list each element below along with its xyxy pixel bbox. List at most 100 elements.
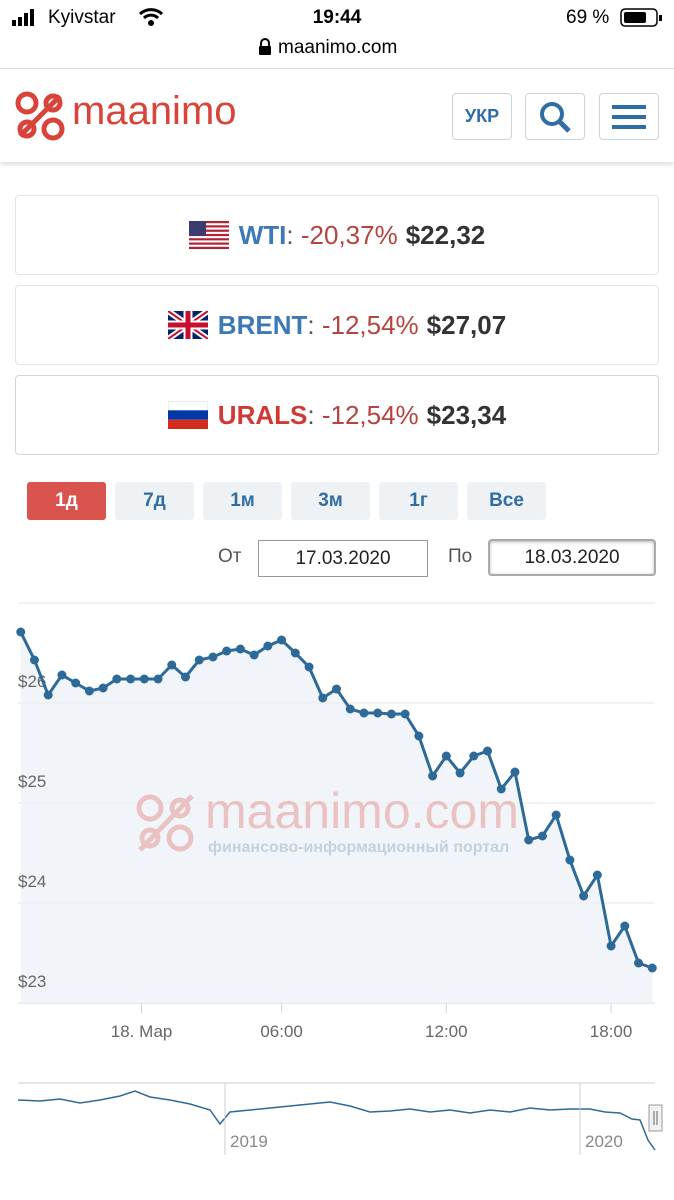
data-point: [222, 646, 232, 656]
url[interactable]: maanimo.com: [278, 37, 398, 58]
price-card[interactable]: WTI: -20,37% $22,32: [15, 195, 659, 275]
battery-text: 69 %: [566, 7, 610, 28]
x-tick-label: 06:00: [260, 1022, 303, 1041]
data-point: [537, 831, 547, 841]
data-point: [84, 686, 94, 696]
oil-name: BRENT: [217, 309, 308, 340]
data-point: [235, 644, 245, 654]
watermark-tagline: финансово-информационный портал: [208, 839, 509, 856]
flag-ru: [167, 401, 208, 429]
clock: 19:44: [312, 7, 362, 28]
range-button-active[interactable]: 1д: [27, 482, 106, 520]
separator: :: [307, 309, 315, 340]
navigator: [18, 1083, 655, 1155]
data-point: [647, 963, 657, 973]
data-point: [345, 704, 355, 714]
range-button[interactable]: Все: [467, 482, 546, 520]
y-tick-label: $25: [18, 772, 46, 791]
to-input[interactable]: 18.03.2020: [488, 539, 656, 576]
x-tick-label: 12:00: [425, 1022, 468, 1041]
range-button[interactable]: 3м: [291, 482, 370, 520]
from-input[interactable]: 17.03.2020: [258, 540, 428, 577]
data-point: [428, 771, 438, 781]
lock-icon: [259, 38, 271, 55]
oil-change: -12,54%: [321, 399, 419, 430]
menu-icon: [612, 104, 646, 129]
data-point: [126, 674, 136, 684]
flag-us: [188, 221, 229, 249]
data-point: [180, 672, 190, 682]
data-point: [359, 708, 369, 718]
navigator-handle[interactable]: [648, 1104, 663, 1132]
data-point: [16, 627, 26, 637]
flag-uk: [167, 311, 208, 339]
range-button[interactable]: 1м: [203, 482, 282, 520]
data-point: [414, 731, 424, 741]
price-card[interactable]: BRENT: -12,54% $27,07: [15, 285, 659, 365]
navigator-label: 2020: [585, 1132, 623, 1151]
data-point: [606, 941, 616, 951]
data-point: [304, 662, 314, 672]
area: [20, 632, 653, 1003]
oil-change: -12,54%: [321, 309, 419, 340]
data-point: [112, 674, 122, 684]
data-point: [469, 751, 479, 761]
data-point: [263, 641, 273, 651]
data-point: [194, 655, 204, 665]
data-point: [167, 660, 177, 670]
signal-icon: [12, 9, 34, 26]
navigator-line: [17, 1090, 656, 1151]
data-point: [98, 683, 108, 693]
data-point: [386, 709, 396, 719]
data-point: [592, 870, 602, 880]
data-point: [290, 648, 300, 658]
data-point: [332, 684, 341, 694]
lang-button[interactable]: УКР: [452, 93, 512, 140]
data-point: [524, 835, 534, 845]
y-tick-label: $26: [18, 672, 46, 691]
search-button[interactable]: [525, 93, 585, 140]
logo-icon[interactable]: [14, 90, 66, 142]
data-point: [441, 751, 451, 761]
x-tick-label: 18. Мар: [111, 1022, 173, 1041]
data-point: [139, 674, 149, 684]
range-button[interactable]: 7д: [115, 482, 194, 520]
price-card[interactable]: URALS: -12,54% $23,34: [15, 375, 659, 455]
data-point: [455, 768, 465, 778]
to-label: По: [448, 546, 473, 567]
y-tick-label: $23: [18, 972, 46, 991]
chart: maanimo.com финансово-информационный пор…: [16, 602, 663, 1155]
watermark-icon: [136, 794, 194, 852]
data-point: [634, 958, 644, 968]
data-point: [29, 655, 39, 665]
separator: :: [286, 219, 294, 250]
oil-price: $27,07: [426, 309, 507, 340]
battery-icon: [620, 8, 662, 27]
navigator-label: 2019: [230, 1132, 268, 1151]
logo-text[interactable]: maanimo: [72, 89, 237, 133]
search-icon: [540, 101, 571, 133]
data-point: [208, 652, 218, 662]
oil-name: WTI: [238, 219, 287, 250]
separator: :: [307, 399, 315, 430]
range-button[interactable]: 1г: [379, 482, 458, 520]
data-point: [620, 921, 630, 931]
oil-name: URALS: [217, 399, 308, 430]
carrier: Kyivstar: [48, 7, 116, 28]
data-point: [318, 693, 328, 703]
data-point: [153, 674, 163, 684]
oil-change: -20,37%: [300, 219, 398, 250]
x-tick-label: 18:00: [590, 1022, 633, 1041]
data-point: [510, 767, 520, 777]
data-point: [551, 810, 561, 820]
data-point: [373, 708, 383, 718]
menu-button[interactable]: [599, 93, 659, 140]
wifi-icon: [138, 8, 164, 26]
oil-price: $23,34: [426, 399, 507, 430]
data-point: [565, 855, 575, 865]
watermark: maanimo.com финансово-информационный пор…: [136, 783, 519, 856]
divider: [0, 68, 674, 69]
oil-price: $22,32: [405, 219, 486, 250]
data-point: [277, 635, 287, 645]
